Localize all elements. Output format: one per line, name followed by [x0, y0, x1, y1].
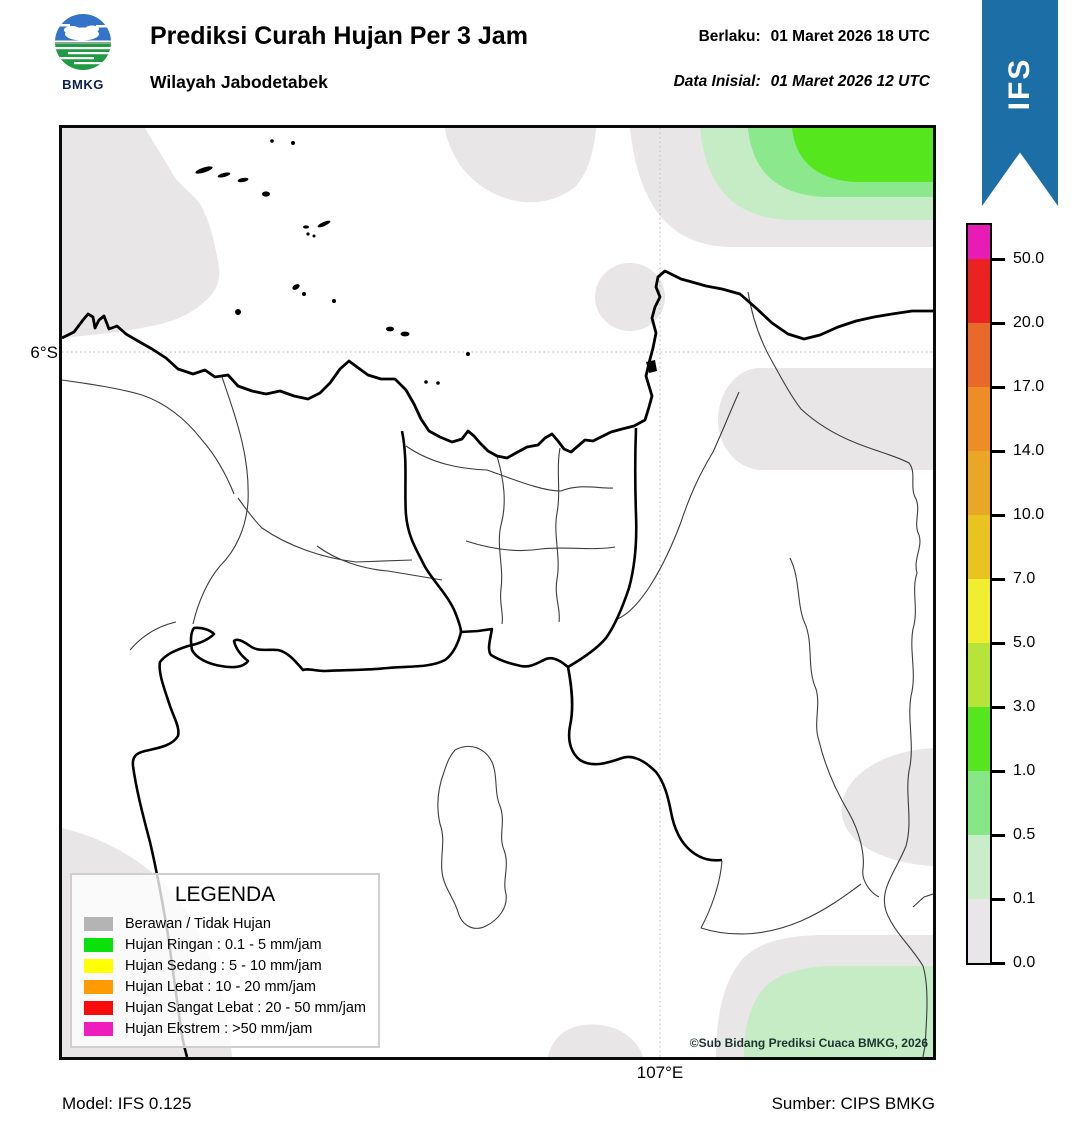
colorbar-tick-mark: [991, 898, 1005, 901]
colorbar-segment: [968, 323, 990, 387]
colorbar-tick-mark: [991, 450, 1005, 453]
colorbar-tick-mark: [991, 258, 1005, 261]
legend-swatch: [84, 958, 113, 973]
legend-item: Berawan / Tidak Hujan: [72, 913, 378, 934]
colorbar-segment: [968, 451, 990, 515]
colorbar-tick-label: 17.0: [1013, 378, 1045, 395]
copyright-text: ©Sub Bidang Prediksi Cuaca BMKG, 2026: [689, 1036, 928, 1050]
colorbar: [966, 223, 992, 965]
colorbar-segment: [968, 899, 990, 963]
colorbar-tick-label: 10.0: [1013, 506, 1045, 523]
colorbar-segment: [968, 515, 990, 579]
colorbar-tick-mark: [991, 322, 1005, 325]
graticule-lines: [62, 128, 933, 1057]
init-time-value: 01 Maret 2026 12 UTC: [770, 73, 930, 90]
valid-time-line: Berlaku: 01 Maret 2026 18 UTC: [674, 28, 930, 46]
colorbar-tick-label: 50.0: [1013, 250, 1045, 267]
colorbar-tick-mark: [991, 386, 1005, 389]
islands: [195, 139, 657, 385]
colorbar-tick-label: 0.1: [1013, 890, 1036, 907]
legend-item: Hujan Sedang : 5 - 10 mm/jam: [72, 955, 378, 976]
legend-swatch: [84, 937, 113, 952]
model-label: Model: IFS 0.125: [62, 1094, 192, 1113]
latitude-label: 6°S: [30, 343, 58, 362]
colorbar-tick-mark: [991, 514, 1005, 517]
colorbar-segment: [968, 225, 990, 259]
bmkg-logo: BMKG: [52, 13, 114, 92]
colorbar-tick-mark: [991, 642, 1005, 645]
page-subtitle: Wilayah Jabodetabek: [150, 72, 328, 92]
legend-item-label: Hujan Sedang : 5 - 10 mm/jam: [125, 957, 322, 974]
colorbar-tick-label: 3.0: [1013, 698, 1036, 715]
legend-item: Hujan Ringan : 0.1 - 5 mm/jam: [72, 934, 378, 955]
colorbar-tick-label: 5.0: [1013, 634, 1036, 651]
legend-item-label: Hujan Lebat : 10 - 20 mm/jam: [125, 978, 317, 995]
colorbar-tick-mark: [991, 770, 1005, 773]
colorbar-tick-mark: [991, 834, 1005, 837]
colorbar-tick-label: 14.0: [1013, 442, 1045, 459]
colorbar-segment: [968, 259, 990, 323]
legend-title: LEGENDA: [174, 883, 276, 906]
colorbar-ticks: 50.0 20.0 17.0 14.0 10.0 7.0 5.0 3.0 1.0 0.5 0.1 0.…: [991, 225, 1072, 971]
ifs-model-ribbon: IFS: [982, 0, 1058, 206]
page-title: Prediksi Curah Hujan Per 3 Jam: [150, 22, 528, 50]
legend-item-label: Hujan Sangat Lebat : 20 - 50 mm/jam: [125, 999, 366, 1016]
init-time-label: Data Inisial:: [673, 73, 761, 90]
legend-box: LEGENDA Berawan / Tidak Hujan Hujan Ringa…: [70, 873, 380, 1048]
colorbar-segment: [968, 835, 990, 899]
legend-item-label: Berawan / Tidak Hujan: [125, 915, 271, 932]
ifs-ribbon-text: IFS: [1003, 57, 1036, 111]
rain-areas: [700, 128, 933, 1057]
legend-swatch: [84, 916, 113, 931]
header-dates: Berlaku: 01 Maret 2026 18 UTC Data Inisia…: [674, 28, 930, 91]
colorbar-segment: [968, 643, 990, 707]
valid-time-value: 01 Maret 2026 18 UTC: [770, 28, 930, 45]
legend-item-label: Hujan Ekstrem : >50 mm/jam: [125, 1020, 313, 1037]
legend-rows: Berawan / Tidak Hujan Hujan Ringan : 0.1 …: [72, 913, 378, 1039]
regency-boundaries: [62, 291, 933, 1057]
colorbar-segment: [968, 579, 990, 643]
source-label: Sumber: CIPS BMKG: [771, 1094, 935, 1113]
colorbar-tick-label: 7.0: [1013, 570, 1036, 587]
legend-item: Hujan Sangat Lebat : 20 - 50 mm/jam: [72, 997, 378, 1018]
province-boundaries: [131, 427, 723, 1057]
legend-swatch: [84, 1000, 113, 1015]
colorbar-tick-label: 20.0: [1013, 314, 1045, 331]
bmkg-logo-icon: [55, 14, 111, 70]
colorbar-tick-mark: [991, 578, 1005, 581]
colorbar-segment: [968, 707, 990, 771]
colorbar-tick-label: 0.0: [1013, 954, 1036, 971]
colorbar-segment: [968, 771, 990, 835]
legend-item: Hujan Lebat : 10 - 20 mm/jam: [72, 976, 378, 997]
coastline: [62, 269, 933, 460]
legend-item-label: Hujan Ringan : 0.1 - 5 mm/jam: [125, 936, 322, 953]
init-time-line: Data Inisial: 01 Maret 2026 12 UTC: [674, 73, 930, 91]
colorbar-tick-mark: [991, 706, 1005, 709]
colorbar-tick-label: 1.0: [1013, 762, 1036, 779]
valid-time-label: Berlaku:: [698, 28, 761, 45]
colorbar-tick-mark: [991, 962, 1005, 965]
colorbar-segment: [968, 387, 990, 451]
legend-item: Hujan Ekstrem : >50 mm/jam: [72, 1018, 378, 1039]
legend-swatch: [84, 979, 113, 994]
bmkg-logo-text: BMKG: [62, 77, 104, 92]
longitude-label: 107°E: [636, 1063, 684, 1082]
legend-swatch: [84, 1021, 113, 1036]
colorbar-tick-label: 0.5: [1013, 826, 1036, 843]
